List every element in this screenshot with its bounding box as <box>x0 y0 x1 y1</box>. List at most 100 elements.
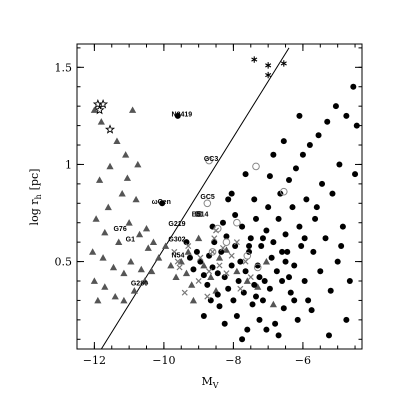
reference-line-layer <box>100 47 290 350</box>
filled-circle-marker <box>221 274 228 281</box>
filled-circle-marker <box>183 239 190 246</box>
triangle-marker <box>262 257 271 265</box>
triangle-marker <box>99 254 107 261</box>
open-circle-marker <box>233 218 241 227</box>
filled-circle-marker <box>251 281 258 288</box>
triangle-marker <box>144 244 152 251</box>
triangle-marker <box>243 277 251 284</box>
filled-circle-marker <box>350 83 357 90</box>
filled-circle-marker <box>313 204 320 211</box>
open-circle-marker <box>222 238 231 246</box>
filled-circle-marker <box>327 287 334 294</box>
filled-circle-marker <box>319 180 326 187</box>
asterisk-marker <box>265 62 272 69</box>
triangle-marker <box>101 228 109 236</box>
object-label: G302 <box>168 237 185 244</box>
triangle-marker <box>101 283 109 290</box>
triangle-marker <box>132 195 140 203</box>
triangle-marker <box>162 242 170 249</box>
filled-circle-marker <box>252 215 259 222</box>
triangle-marker <box>149 238 158 246</box>
y-axis-label-main: log r <box>28 199 41 226</box>
filled-circle-marker <box>273 268 280 275</box>
filled-circle-marker <box>352 171 359 178</box>
triangle-marker <box>137 265 145 273</box>
filled-circle-marker <box>228 262 235 269</box>
y-axis-label-sub: h <box>34 194 43 199</box>
filled-circle-marker <box>214 291 221 298</box>
object-label: GC3 <box>204 156 219 163</box>
triangle-marker <box>104 203 112 211</box>
filled-circle-marker <box>301 278 308 285</box>
filled-circle-marker <box>315 132 322 139</box>
filled-circle-marker <box>246 248 253 255</box>
x-tick-label: −10 <box>152 354 175 367</box>
triangle-marker <box>122 151 130 158</box>
triangle-marker <box>111 292 119 300</box>
object-label: G280 <box>131 280 148 287</box>
cross-marker <box>247 274 254 281</box>
filled-circle-marker <box>279 278 286 285</box>
triangle-marker <box>135 230 144 238</box>
open-circle-marker <box>253 263 262 272</box>
filled-circle-marker <box>343 112 350 119</box>
plot-frame <box>76 43 363 350</box>
filled-circle-marker <box>322 235 329 242</box>
filled-circle-marker <box>252 293 259 300</box>
triangle-marker <box>90 277 98 284</box>
triangle-marker <box>109 263 118 271</box>
triangle-marker <box>200 261 208 269</box>
cross-marker <box>211 235 218 242</box>
reference-line <box>100 47 290 350</box>
triangle-marker <box>148 267 156 275</box>
filled-circle-marker <box>284 248 291 255</box>
filled-circle-marker <box>233 312 240 319</box>
triangle-marker <box>141 277 149 284</box>
filled-circle-marker <box>343 316 350 323</box>
ticks-layer: −12 −10 −8 −6 0.5 1 1.5 <box>55 44 362 367</box>
object-label: G76 <box>113 226 126 233</box>
filled-circle-marker <box>270 239 277 246</box>
cross-marker <box>195 277 202 285</box>
triangle-marker <box>130 287 138 294</box>
filled-circle-marker <box>339 223 346 230</box>
triangle-marker <box>106 162 114 170</box>
filled-circle-marker <box>263 227 270 234</box>
filled-circle-marker <box>247 235 254 242</box>
cross-marker <box>209 248 216 255</box>
filled-circle-marker <box>218 248 225 255</box>
cross-marker <box>242 258 249 265</box>
triangle-marker <box>115 238 123 246</box>
filled-circle-marker <box>306 142 313 149</box>
filled-circle-marker <box>186 254 193 261</box>
triangle-marker <box>222 246 231 253</box>
filled-circle-marker <box>266 173 273 180</box>
filled-circle-marker <box>239 223 246 230</box>
open-circle-marker <box>243 251 252 260</box>
data-points-layer <box>89 56 360 343</box>
filled-circle-marker <box>258 243 265 250</box>
filled-circle-marker <box>214 270 221 277</box>
filled-circle-marker <box>334 258 341 265</box>
filled-square-marker <box>195 210 202 217</box>
filled-circle-marker <box>249 301 256 308</box>
filled-circle-marker <box>286 274 293 281</box>
y-tick-label: 1 <box>65 158 72 171</box>
triangle-marker <box>189 296 198 304</box>
triangle-marker <box>134 160 142 168</box>
filled-circle-marker <box>296 223 303 230</box>
filled-circle-marker <box>225 196 232 203</box>
filled-circle-marker <box>317 268 324 275</box>
triangle-marker <box>120 296 128 304</box>
filled-circle-marker <box>291 297 298 304</box>
triangle-marker <box>269 300 277 308</box>
filled-circle-marker <box>332 103 339 110</box>
filled-circle-marker <box>291 262 298 269</box>
object-label: N2419 <box>172 111 193 118</box>
open-circle-marker <box>252 162 260 171</box>
cross-marker <box>228 252 235 259</box>
cross-marker <box>181 289 188 296</box>
filled-circle-marker <box>346 278 353 285</box>
